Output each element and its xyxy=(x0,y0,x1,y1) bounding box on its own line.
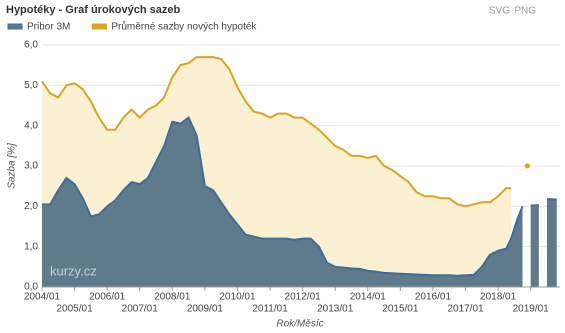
y-tick-label: 1,0 xyxy=(24,241,38,252)
x-tick-label: 2017/01 xyxy=(447,304,484,315)
legend-swatch xyxy=(7,23,23,30)
x-tick-label: 2011/01 xyxy=(252,304,288,315)
x-axis-label: Rok/Měsíc xyxy=(276,319,323,330)
export-svg[interactable]: SVG xyxy=(489,6,510,17)
area xyxy=(546,199,557,287)
x-tick-label: 2006/01 xyxy=(89,292,126,303)
legend-swatch xyxy=(91,23,107,30)
x-tick-label: 2010/01 xyxy=(219,292,256,303)
x-tick-label: 2005/01 xyxy=(57,304,94,315)
x-tick-label: 2008/01 xyxy=(154,292,191,303)
chart-title: Hypotéky - Graf úrokových sazeb xyxy=(6,4,181,16)
x-tick-label: 2019/01 xyxy=(513,304,550,315)
legend-label: Průměrné sazby nových hypoték xyxy=(111,21,257,33)
x-tick-label: 2014/01 xyxy=(350,292,387,303)
area xyxy=(42,117,523,287)
x-tick-label: 2012/01 xyxy=(285,292,322,303)
line xyxy=(41,56,512,208)
y-tick-label: 5,0 xyxy=(24,80,38,91)
x-tick-label: 2009/01 xyxy=(187,304,224,315)
y-tick-label: 2,0 xyxy=(24,201,38,212)
x-tick-label: 2013/01 xyxy=(317,304,354,315)
export-png[interactable]: PNG xyxy=(514,6,536,17)
line xyxy=(42,116,524,277)
x-tick-label: 2004/01 xyxy=(24,292,61,303)
y-tick-label: 6,0 xyxy=(24,40,38,51)
legend-label: Pribor 3M xyxy=(27,22,70,33)
x-tick-label: 2007/01 xyxy=(122,304,159,315)
y-tick-label: 4,0 xyxy=(24,120,38,131)
x-tick-label: 2016/01 xyxy=(415,292,452,303)
area xyxy=(530,205,539,287)
x-tick-label: 2018/01 xyxy=(480,292,517,303)
watermark: kurzy.cz xyxy=(50,263,97,278)
y-tick-label: 3,0 xyxy=(24,161,38,172)
y-axis-label: Sazba [%] xyxy=(7,143,18,189)
y-tick-label: 0,0 xyxy=(24,282,38,293)
x-tick-label: 2015/01 xyxy=(382,304,419,315)
point xyxy=(524,163,530,169)
